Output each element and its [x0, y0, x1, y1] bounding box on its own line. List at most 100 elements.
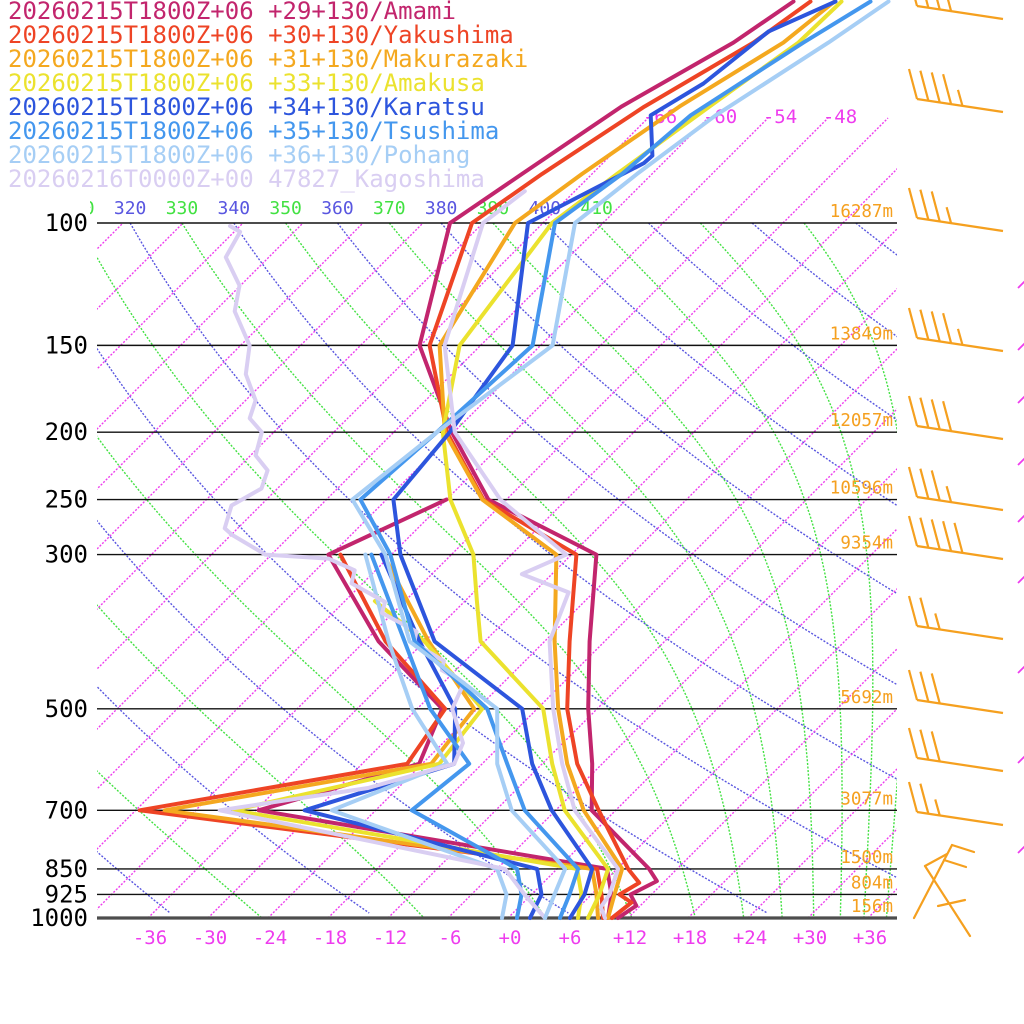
edge-tick: [1017, 280, 1024, 289]
dry-adiabat-400: [544, 223, 897, 507]
isotherm--6: [447, 468, 897, 918]
legend-item-yakushima: 20260215T1800Z+06 +30+130/Yakushima: [8, 21, 514, 49]
wind-barb-9: [907, 727, 1004, 773]
temperature-curve-tsushima: [358, 0, 873, 920]
moist-adiabat-410: [596, 223, 843, 918]
dewpoint-curve-kagoshima: [217, 224, 547, 920]
isotherm-18: [687, 708, 897, 918]
isotherm--24: [267, 288, 897, 918]
theta-label-360: 360: [321, 198, 354, 219]
height-labels: 16287m 13849m 12057m 10596m 9354m 5692m 3077m 1…: [830, 202, 893, 917]
edge-tick: [1017, 514, 1024, 523]
legend: 20260215T1800Z+06 +29+130/Amami20260215T…: [8, 0, 528, 193]
temp-label--6: -6: [439, 927, 462, 949]
temp-label-24: +24: [733, 927, 767, 949]
isotherm-12: [627, 648, 897, 918]
isotherm--66: [97, 117, 649, 670]
moist-adiabat-lines: [97, 223, 897, 918]
wind-barb-4: [907, 395, 1004, 441]
pressure-label-925: 925: [45, 880, 88, 908]
dry-adiabat-300: [97, 347, 768, 914]
legend-item-kagoshima: 20260216T0000Z+00 47827_Kagoshima: [8, 165, 485, 193]
isobar-lines: [97, 222, 897, 920]
theta-label-320: 320: [114, 198, 147, 219]
edge-tick: [1017, 665, 1024, 674]
dry-adiabat-420: [648, 223, 897, 421]
temp-label-18: +18: [673, 927, 707, 949]
edge-tick: [1017, 755, 1024, 764]
pressure-label-500: 500: [45, 695, 88, 723]
temp-label-0: +0: [499, 927, 522, 949]
edge-tick: [1017, 395, 1024, 404]
edge-tick: [1017, 457, 1024, 466]
wind-barb-7: [907, 595, 1004, 641]
temp-label--12: -12: [373, 927, 407, 949]
isotherm--42: [97, 117, 889, 910]
height-label-150: 13849m: [830, 324, 893, 344]
pressure-label-100: 100: [45, 209, 88, 237]
temp-label-12: +12: [613, 927, 647, 949]
isotherm--72: [97, 222, 484, 610]
wind-barb-10: [907, 781, 1004, 827]
theta-label-340: 340: [218, 198, 251, 219]
isotherm--60: [97, 117, 709, 730]
edge-tick: [1017, 845, 1024, 854]
theta-label-330: 330: [166, 198, 199, 219]
temp-label-30: +30: [793, 927, 827, 949]
height-label-700: 3077m: [840, 789, 893, 809]
height-label-200: 12057m: [830, 411, 893, 431]
temperature-curves: [350, 0, 891, 920]
pressure-label-200: 200: [45, 418, 88, 446]
dewpoint-curves: [137, 224, 614, 920]
top-temp-label--60: -60: [703, 106, 737, 128]
dry-adiabat-320: [129, 223, 897, 879]
temp-label--36: -36: [133, 927, 167, 949]
dewpoint-curve-amami: [256, 497, 614, 920]
wind-barb-2: [907, 187, 1004, 233]
wind-barb-6: [907, 515, 1004, 561]
top-temp-label--48: -48: [823, 106, 857, 128]
theta-label-380: 380: [425, 198, 458, 219]
theta-label-400: 400: [529, 198, 562, 219]
temp-label--18: -18: [313, 927, 347, 949]
height-label-100: 16287m: [830, 202, 893, 222]
height-label-1000: 156m: [851, 897, 893, 917]
dewpoint-curve-amakusa: [231, 599, 584, 920]
theta-axis-labels: 310 320 330 340 350 360 370 380 390 400 410: [90, 198, 613, 219]
temp-label--24: -24: [253, 927, 287, 949]
pressure-label-1000: 1000: [30, 904, 88, 932]
temp-label-36: +36: [853, 927, 887, 949]
legend-item-karatsu: 20260215T1800Z+06 +34+130/Karatsu: [8, 93, 485, 121]
bottom-temperature-labels: -36 -30 -24 -18 -12 -6 +0 +6 +12 +18 +24 +30 +36: [133, 927, 887, 949]
moist-adiabat-370: [388, 223, 783, 918]
isotherm--18: [327, 348, 897, 918]
wind-barb-5: [907, 466, 1004, 512]
wind-barb-8: [907, 669, 1004, 715]
temp-label--30: -30: [193, 927, 227, 949]
edge-tick: [1017, 342, 1024, 351]
temperature-curve-amami: [417, 0, 796, 920]
dry-adiabat-360: [336, 223, 897, 686]
moist-adiabat-430: [699, 223, 874, 918]
moist-adiabat-450: [803, 223, 897, 918]
right-edge-ticks: [1017, 280, 1024, 854]
edge-tick: [1017, 575, 1024, 584]
legend-item-tsushima: 20260215T1800Z+06 +35+130/Tsushima: [8, 117, 499, 145]
legend-item-amami: 20260215T1800Z+06 +29+130/Amami: [8, 0, 456, 25]
temperature-curve-pohang: [350, 0, 891, 920]
isotherm--54: [97, 117, 769, 790]
wind-barb-0: [914, 0, 1004, 21]
isotherm--90: [97, 222, 304, 430]
pressure-label-850: 850: [45, 855, 88, 883]
wind-barb-1: [907, 68, 1004, 114]
wind-barbs: [907, 0, 1004, 938]
moist-adiabat-290: [97, 435, 546, 918]
surface-wind-barbs: [912, 843, 976, 938]
moist-adiabat-350: [285, 223, 745, 918]
top-temperature-labels: -66 -60 -54 -48: [643, 106, 857, 128]
height-label-300: 9354m: [840, 534, 893, 554]
theta-label-370: 370: [373, 198, 406, 219]
